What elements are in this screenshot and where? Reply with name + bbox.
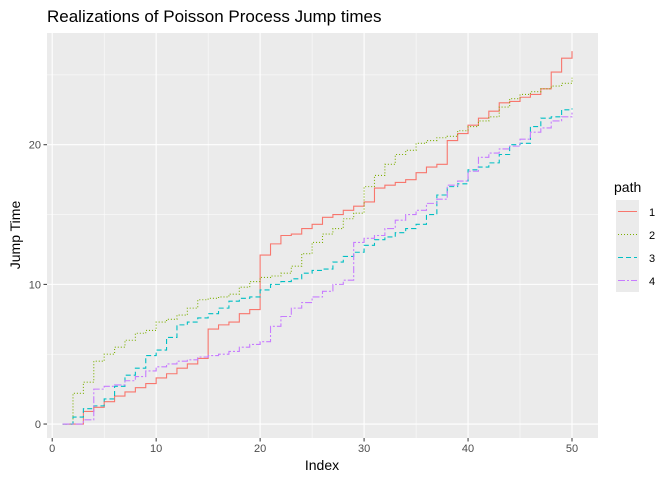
chart-title: Realizations of Poisson Process Jump tim… (47, 7, 381, 26)
series-line-1 (62, 51, 573, 425)
y-tick-label: 20 (29, 140, 41, 152)
y-axis: 0 10 20 (29, 140, 47, 431)
legend-label-2: 2 (649, 230, 655, 242)
legend-title: path (614, 179, 641, 195)
y-tick-label: 10 (29, 279, 41, 291)
x-tick-label: 40 (462, 443, 474, 455)
y-tick-label: 0 (35, 419, 41, 431)
series-line-2 (62, 77, 573, 425)
plot-panel (47, 33, 598, 438)
x-tick-label: 10 (150, 443, 162, 455)
series-line-3 (62, 108, 573, 425)
legend-items: 1 2 3 4 (616, 200, 655, 292)
legend-label-1: 1 (649, 207, 655, 219)
x-axis: 0 10 20 30 40 50 (49, 438, 578, 455)
series-line-4 (62, 112, 573, 425)
y-axis-label: Jump Time (7, 201, 23, 270)
legend-label-3: 3 (649, 253, 655, 265)
legend-label-4: 4 (649, 276, 655, 288)
legend: path 1 2 3 4 (614, 179, 655, 292)
x-axis-label: Index (305, 457, 339, 473)
x-tick-label: 50 (566, 443, 578, 455)
x-tick-label: 30 (358, 443, 370, 455)
x-tick-label: 20 (254, 443, 266, 455)
series-lines (62, 51, 573, 425)
x-tick-label: 0 (49, 443, 55, 455)
